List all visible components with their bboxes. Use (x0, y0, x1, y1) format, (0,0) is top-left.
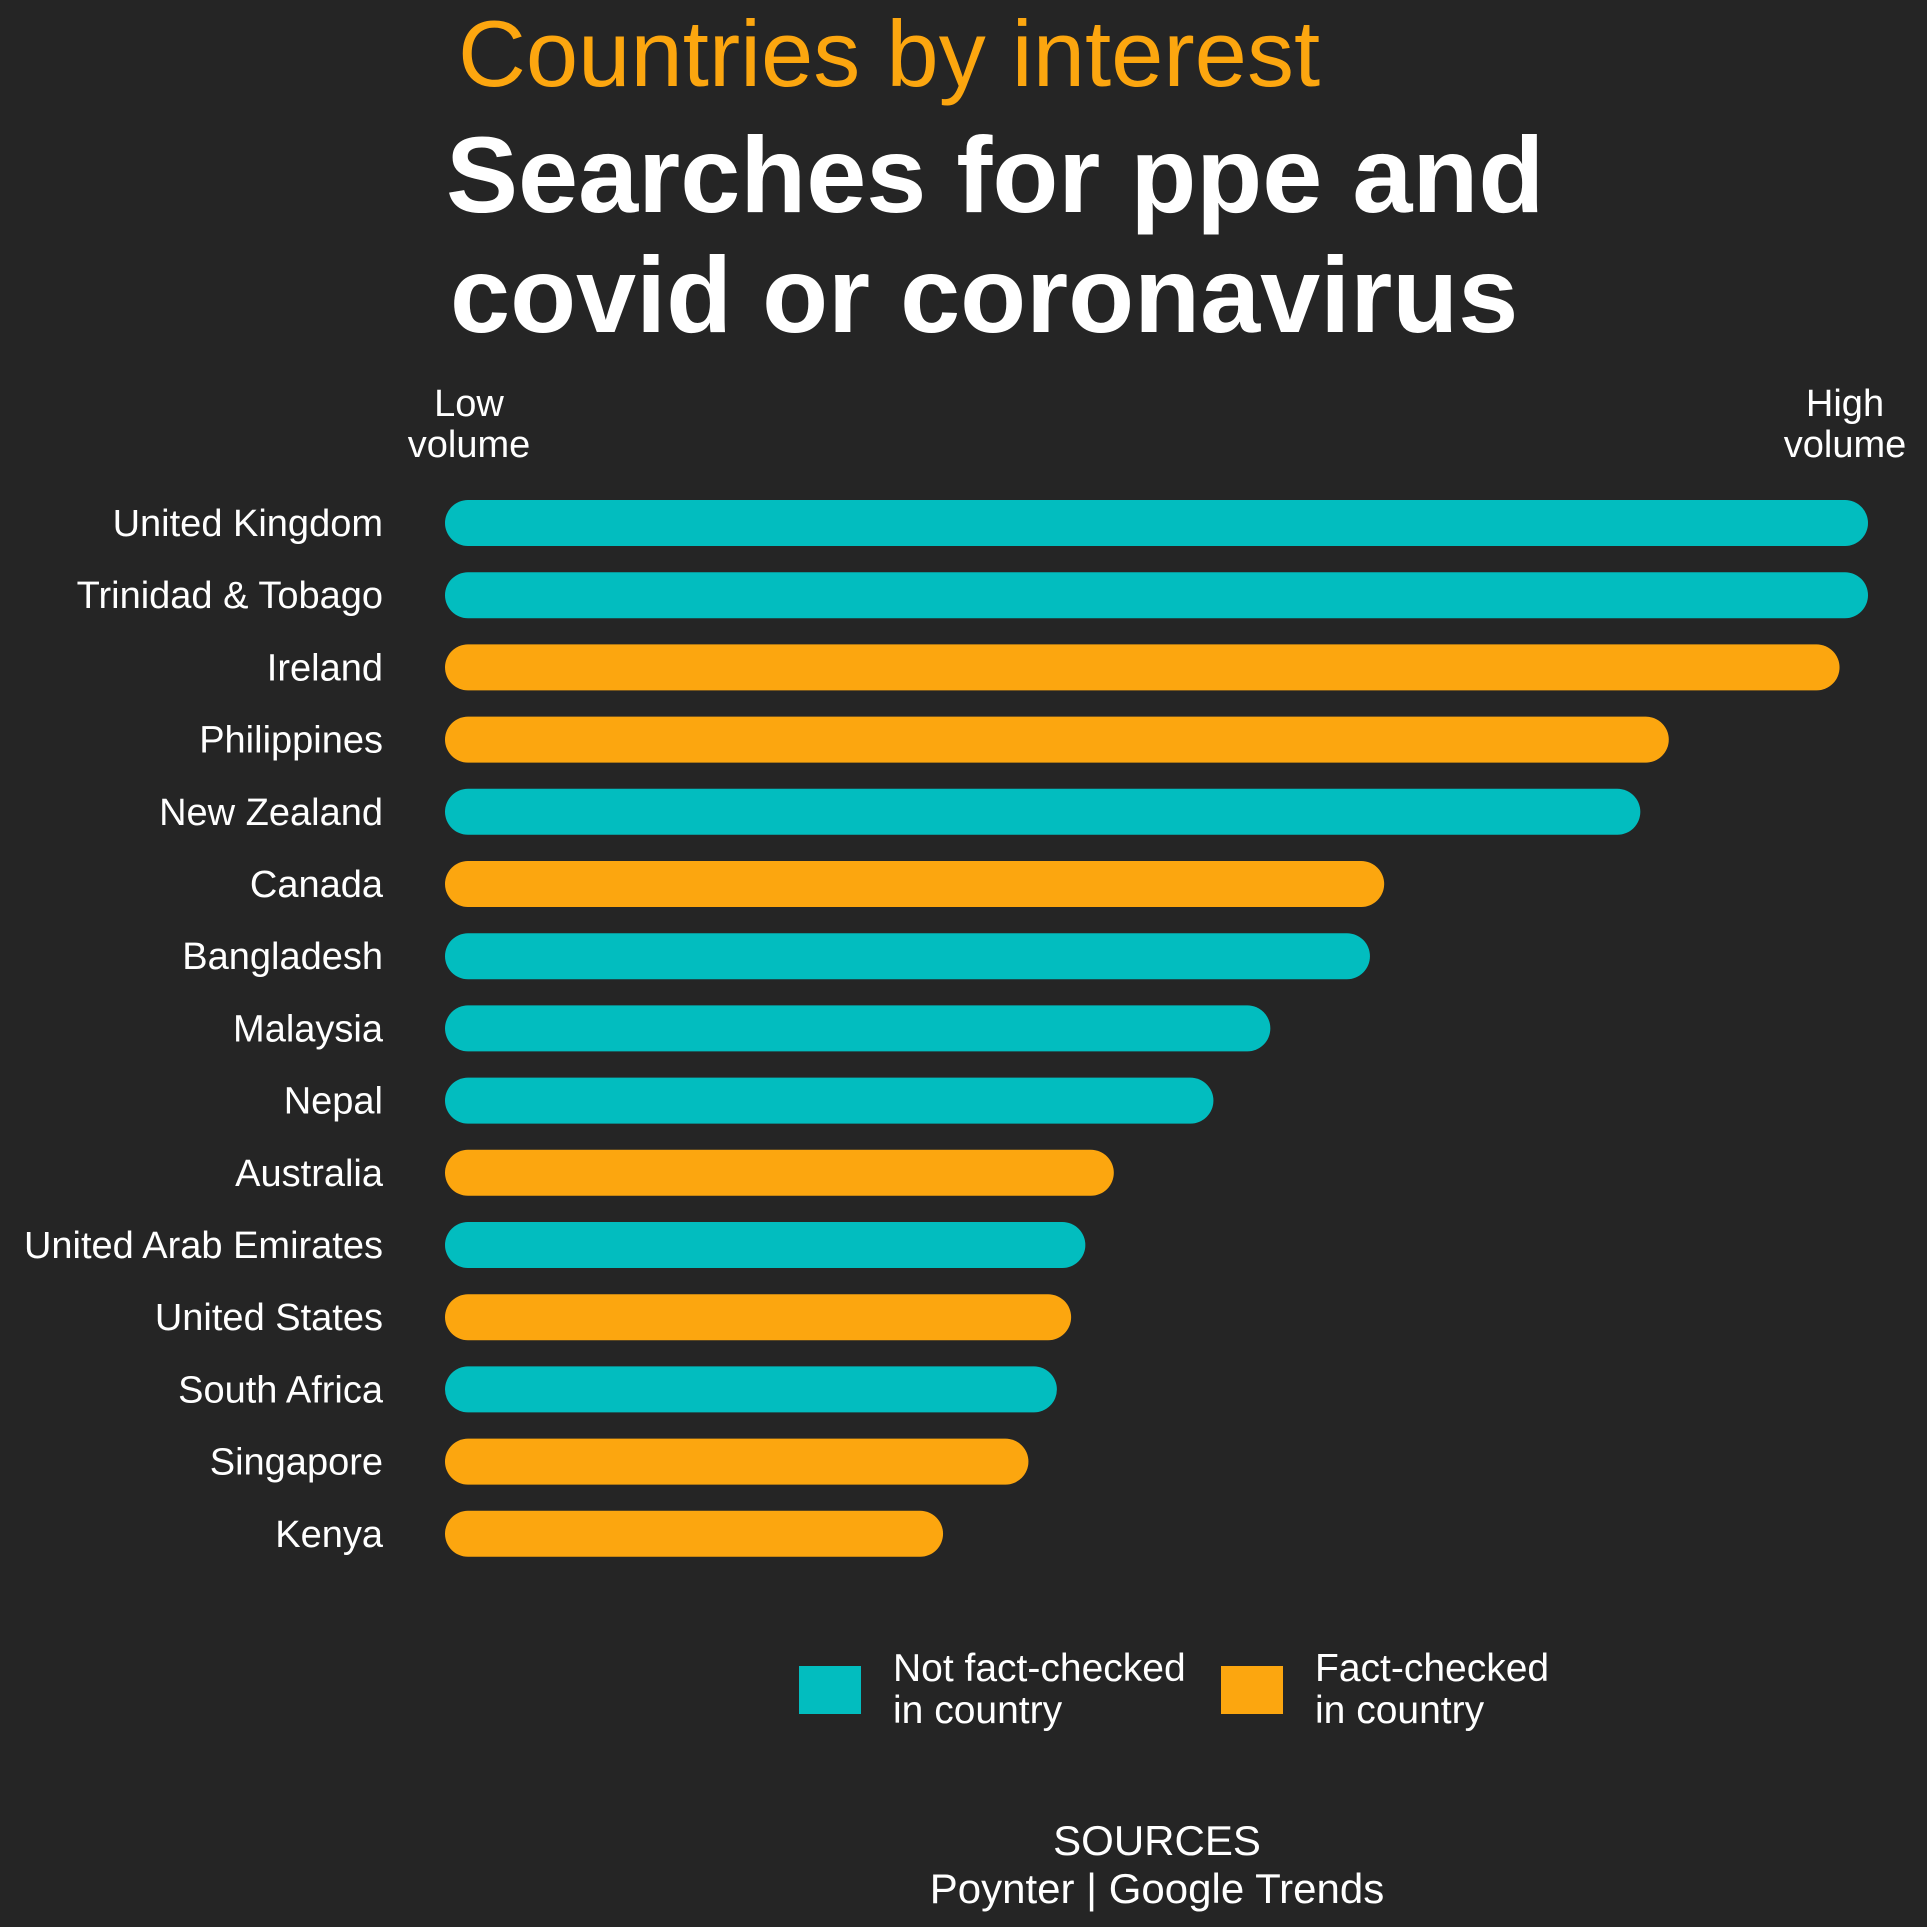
source-heading: SOURCES (1053, 1817, 1261, 1864)
category-label-australia: Australia (235, 1153, 384, 1195)
scale-low-label-line-2: volume (408, 424, 531, 466)
bar-south-africa (445, 1366, 1057, 1413)
category-label-singapore: Singapore (210, 1442, 383, 1484)
category-label-malaysia: Malaysia (233, 1008, 384, 1050)
category-label-kenya: Kenya (275, 1514, 384, 1556)
category-label-south-africa: South Africa (178, 1369, 384, 1411)
legend-label-fact-checked-line-2: in country (1315, 1689, 1485, 1732)
bar-nepal (445, 1077, 1214, 1124)
bars-group: United Kingdom Trinidad & Tobago Ireland Ph… (24, 500, 1868, 1557)
category-label-united-states: United States (155, 1297, 383, 1339)
category-label-new-zealand: New Zealand (159, 792, 383, 834)
category-label-united-kingdom: United Kingdom (113, 503, 383, 545)
bar-ireland (445, 644, 1840, 691)
scale-high-label-line-2: volume (1784, 424, 1907, 466)
legend-swatch-fact-checked (1221, 1666, 1283, 1714)
bar-new-zealand (445, 788, 1641, 835)
category-label-united-arab-emirates: United Arab Emirates (24, 1225, 383, 1267)
bar-trinidad-and-tobago (445, 572, 1868, 619)
category-label-canada: Canada (250, 864, 384, 906)
category-label-bangladesh: Bangladesh (182, 936, 383, 978)
legend-swatch-not-fact-checked (799, 1666, 861, 1714)
bar-canada (445, 861, 1385, 907)
chart-title-line-2: covid or coronavirus (450, 234, 1518, 355)
category-label-ireland: Ireland (267, 647, 383, 689)
bar-australia (445, 1149, 1114, 1196)
scale-high-label-line-1: High (1806, 383, 1884, 425)
scale-low-label-line-1: Low (434, 383, 504, 425)
bar-kenya (445, 1510, 944, 1557)
category-label-trinidad-and-tobago: Trinidad & Tobago (77, 575, 383, 617)
bar-bangladesh (445, 933, 1370, 980)
source-names: Poynter | Google Trends (930, 1865, 1385, 1912)
bar-malaysia (445, 1005, 1271, 1052)
category-label-nepal: Nepal (284, 1081, 383, 1123)
bar-philippines (445, 716, 1669, 763)
bar-singapore (445, 1438, 1029, 1485)
bar-united-arab-emirates (445, 1222, 1086, 1268)
chart-title-line-1: Searches for ppe and (446, 114, 1544, 235)
legend-label-fact-checked-line-1: Fact-checked (1315, 1647, 1549, 1690)
bar-united-kingdom (445, 500, 1868, 546)
bar-united-states (445, 1294, 1072, 1341)
category-label-philippines: Philippines (199, 720, 383, 762)
legend-label-not-fact-checked-line-1: Not fact-checked (893, 1647, 1186, 1690)
legend-label-not-fact-checked-line-2: in country (893, 1689, 1063, 1732)
chart-kicker: Countries by interest (458, 1, 1320, 106)
